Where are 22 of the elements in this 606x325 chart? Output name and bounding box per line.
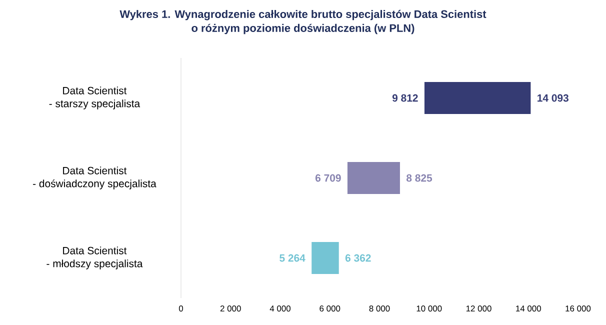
- annotation: 8 825: [406, 174, 432, 182]
- annotation: 6 362: [345, 254, 371, 262]
- annotation: 14 093: [538, 94, 568, 102]
- x-tick-label: 0: [178, 306, 184, 312]
- x-tick-label: 4 000: [270, 306, 290, 312]
- y-tick-label: Data Scientist - starszy specjalista: [49, 86, 140, 110]
- x-tick-label: 12 000: [466, 306, 492, 312]
- x-tick-label: 6 000: [320, 306, 340, 312]
- bar: [347, 162, 400, 194]
- x-tick-label: 14 000: [516, 306, 541, 312]
- bar: [312, 242, 339, 274]
- annotation: 5 264: [280, 254, 306, 262]
- y-tick-label: Data Scientist - młodszy specjalista: [46, 246, 143, 270]
- x-tick-label: 2 000: [220, 306, 241, 312]
- x-tick-label: 8 000: [369, 306, 390, 312]
- annotation: 6 709: [315, 174, 341, 182]
- x-tick-label: 10 000: [416, 306, 442, 312]
- x-tick-label: 16 000: [566, 306, 591, 312]
- annotation: 9 812: [392, 94, 418, 102]
- y-tick-label: Data Scientist - doświadczony specjalista: [33, 166, 156, 190]
- bar: [424, 82, 531, 114]
- chart-title: Wykres 1. Wynagrodzenie całkowite brutto specjalistów Data Scientist o różnym poziomie doświadczenia (w PLN): [120, 10, 486, 34]
